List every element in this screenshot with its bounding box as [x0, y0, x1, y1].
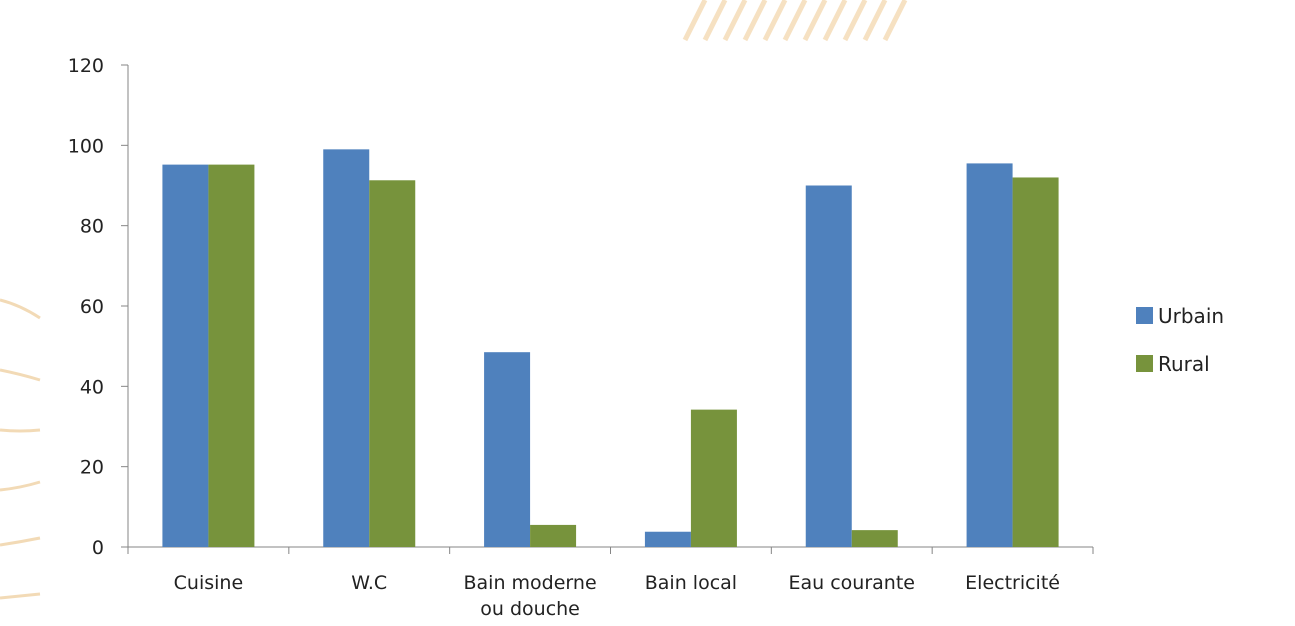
- bar-rural: [208, 164, 255, 547]
- x-category-label: Eau courante: [789, 572, 915, 594]
- legend-swatch: [1136, 355, 1153, 372]
- bar-rural: [530, 524, 577, 547]
- y-tick-label: 20: [80, 457, 104, 479]
- x-category-label: Bain moderne ou douche: [464, 572, 597, 620]
- legend-label: Urbain: [1158, 304, 1224, 328]
- y-tick-label: 60: [80, 296, 104, 318]
- x-category-label: Cuisine: [174, 572, 244, 594]
- y-tick-label: 0: [92, 537, 104, 559]
- legend-swatch: [1136, 307, 1153, 324]
- y-tick-label: 40: [80, 376, 104, 398]
- bar-rural: [369, 180, 416, 548]
- bar-urbain: [805, 185, 852, 547]
- bar-rural: [1012, 177, 1059, 547]
- x-category-label: Bain local: [645, 572, 737, 594]
- y-tick-label: 120: [68, 55, 104, 77]
- bar-urbain: [644, 531, 691, 547]
- bar-rural: [851, 530, 898, 547]
- x-category-label: W.C: [351, 572, 387, 594]
- x-category-label: Electricité: [965, 572, 1060, 594]
- y-tick-label: 80: [80, 216, 104, 238]
- bar-urbain: [484, 352, 531, 547]
- legend-label: Rural: [1158, 352, 1210, 376]
- bar-urbain: [966, 163, 1013, 548]
- legend: Urbain Rural: [1136, 304, 1224, 376]
- bars: [162, 149, 1059, 548]
- y-axis: 0 20 40 60 80 100 120: [68, 55, 129, 559]
- y-tick-label: 100: [68, 135, 104, 157]
- bar-urbain: [162, 164, 209, 547]
- x-axis: Cuisine W.C Bain moderne ou douche Bain loca…: [127, 546, 1094, 620]
- bar-urbain: [323, 149, 370, 547]
- bar-rural: [690, 409, 737, 547]
